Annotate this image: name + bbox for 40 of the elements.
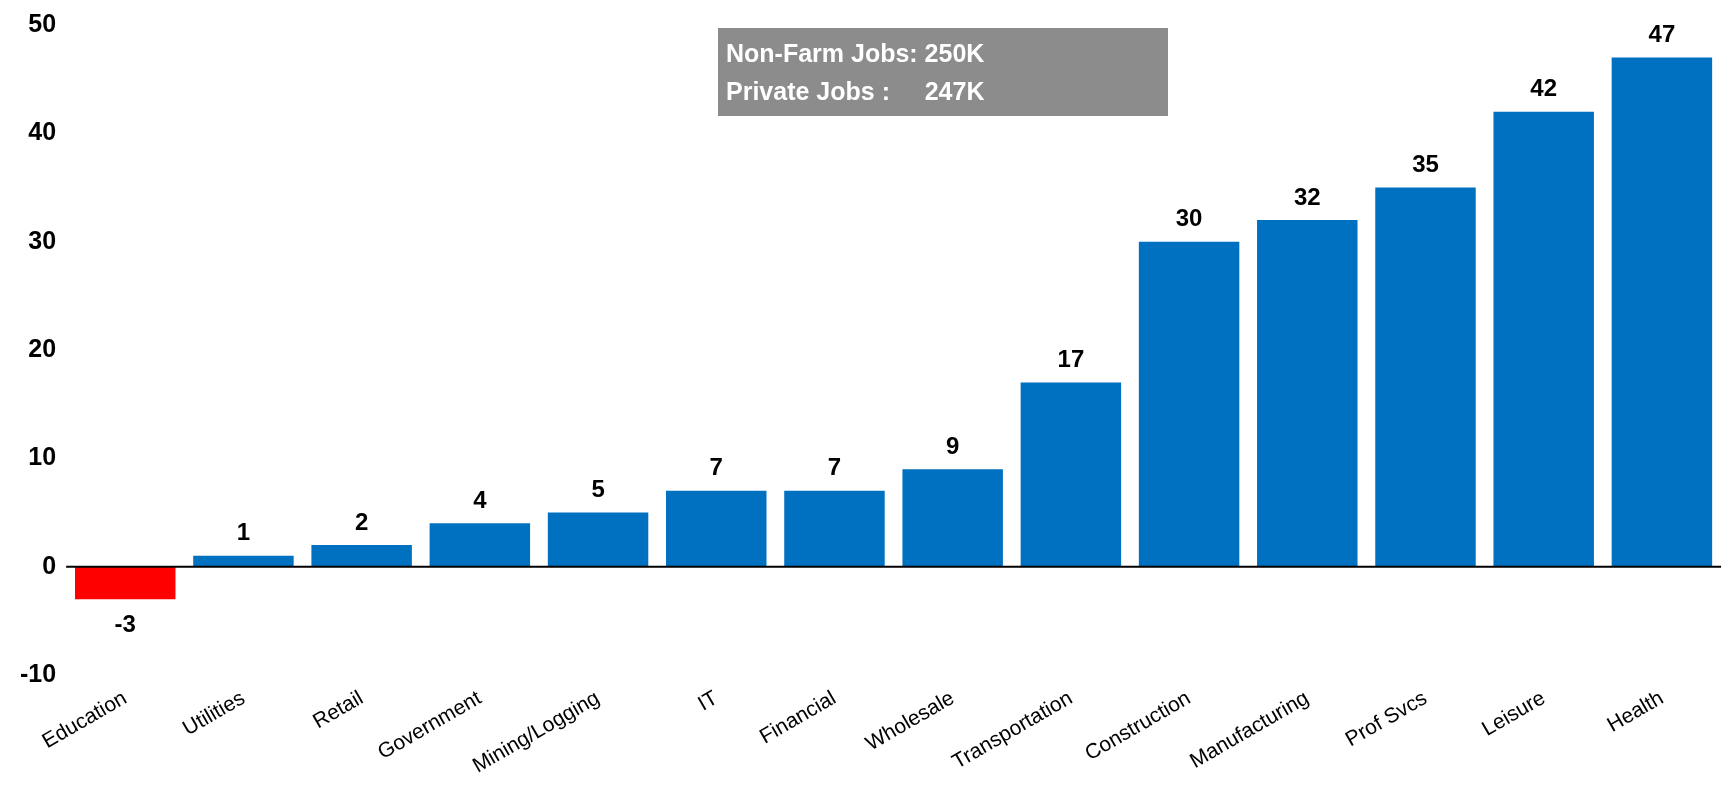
x-tick-label: Prof Svcs — [1341, 685, 1431, 751]
text-box: Non-Farm Jobs: 250K Private Jobs : 247K — [718, 28, 1168, 116]
y-tick-label: 0 — [42, 550, 57, 579]
bar — [1020, 382, 1122, 567]
y-tick-label: 20 — [28, 333, 57, 362]
data-label: 2 — [354, 507, 369, 535]
data-label: -3 — [114, 609, 136, 637]
bar — [1138, 241, 1240, 567]
data-label: 17 — [1057, 345, 1085, 373]
x-tick-label: IT — [693, 685, 722, 715]
bar — [1375, 187, 1476, 567]
bar — [193, 555, 294, 567]
annotation: Non-Farm Jobs: 250K — [726, 38, 986, 69]
bar — [784, 490, 885, 567]
y-tick-label: 50 — [28, 8, 57, 37]
data-label: 47 — [1648, 20, 1676, 48]
data-label: 35 — [1412, 150, 1439, 178]
y-tick-label: 10 — [28, 442, 57, 471]
data-label: 9 — [945, 431, 960, 459]
data-label: 1 — [236, 518, 251, 546]
data-label: 32 — [1293, 182, 1321, 210]
bar — [666, 490, 767, 567]
y-tick-label: 30 — [28, 225, 57, 254]
data-label: 4 — [473, 485, 488, 513]
data-label: 5 — [591, 475, 605, 503]
data-label: 7 — [827, 453, 842, 481]
bar — [1493, 111, 1594, 567]
bar — [902, 469, 1003, 567]
bar — [547, 512, 649, 567]
bar — [1257, 219, 1358, 567]
bar — [75, 566, 176, 600]
data-label: 42 — [1530, 74, 1558, 102]
y-tick-label: 40 — [28, 117, 57, 146]
data-label: 7 — [709, 453, 723, 481]
bar — [429, 523, 531, 567]
y-tick-label: -10 — [19, 658, 57, 687]
data-label: 30 — [1175, 204, 1203, 232]
annotation: Private Jobs : 247K — [726, 76, 986, 107]
bar — [1611, 57, 1713, 567]
bar — [311, 544, 412, 567]
